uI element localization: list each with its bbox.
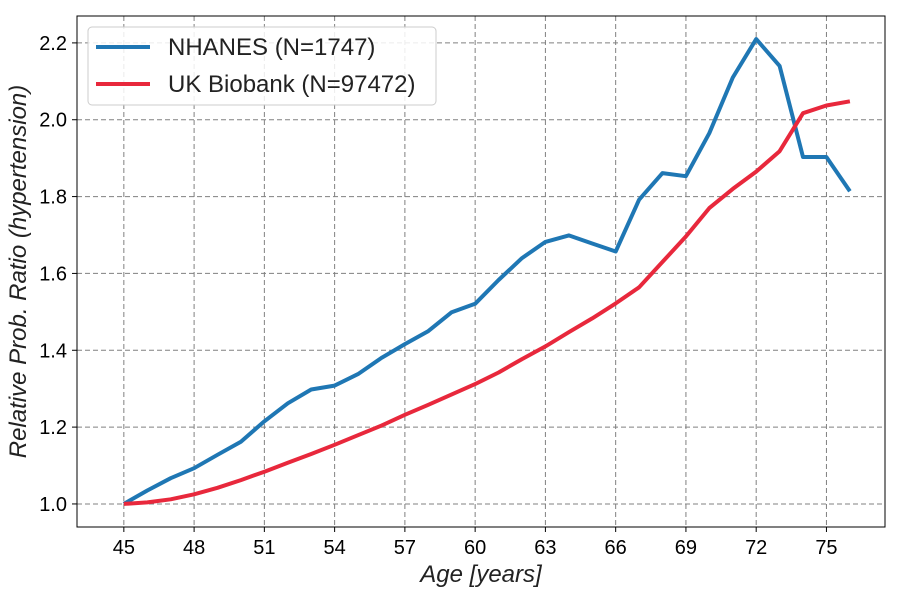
x-axis: 45 48 51 54 57 60 63 66 69 72 75 <box>113 527 838 559</box>
x-tick-label: 54 <box>323 537 345 559</box>
y-tick-label: 2.2 <box>39 33 67 55</box>
x-tick-label: 63 <box>534 537 556 559</box>
y-tick-label: 1.0 <box>39 494 67 516</box>
y-tick-label: 1.2 <box>39 417 67 439</box>
x-tick-label: 51 <box>253 537 275 559</box>
y-tick-label: 2.0 <box>39 110 67 132</box>
x-axis-title: Age [years] <box>418 561 543 588</box>
x-tick-label: 48 <box>183 537 205 559</box>
x-tick-label: 72 <box>745 537 767 559</box>
x-tick-label: 66 <box>605 537 627 559</box>
plot-frame <box>76 15 886 528</box>
x-tick-label: 60 <box>464 537 486 559</box>
legend-box <box>87 26 437 106</box>
legend-label-0: NHANES (N=1747) <box>168 34 375 61</box>
series-lines <box>122 37 852 506</box>
y-axis-title: Relative Prob. Ratio (hypertension) <box>5 85 32 459</box>
series-line-1 <box>123 99 851 506</box>
y-tick-label: 1.4 <box>39 340 67 362</box>
x-tick-label: 45 <box>113 537 135 559</box>
legend: NHANES (N=1747) UK Biobank (N=97472) <box>87 26 437 106</box>
y-tick-label: 1.8 <box>39 187 67 209</box>
y-axis: 1.0 1.2 1.4 1.6 1.8 2.0 2.2 <box>39 33 77 516</box>
x-tick-label: 69 <box>675 537 697 559</box>
x-tick-label: 75 <box>815 537 837 559</box>
legend-label-1: UK Biobank (N=97472) <box>168 71 415 98</box>
series-line-0 <box>122 37 852 506</box>
grid <box>77 16 885 527</box>
x-tick-label: 57 <box>394 537 416 559</box>
y-tick-label: 1.6 <box>39 263 67 285</box>
